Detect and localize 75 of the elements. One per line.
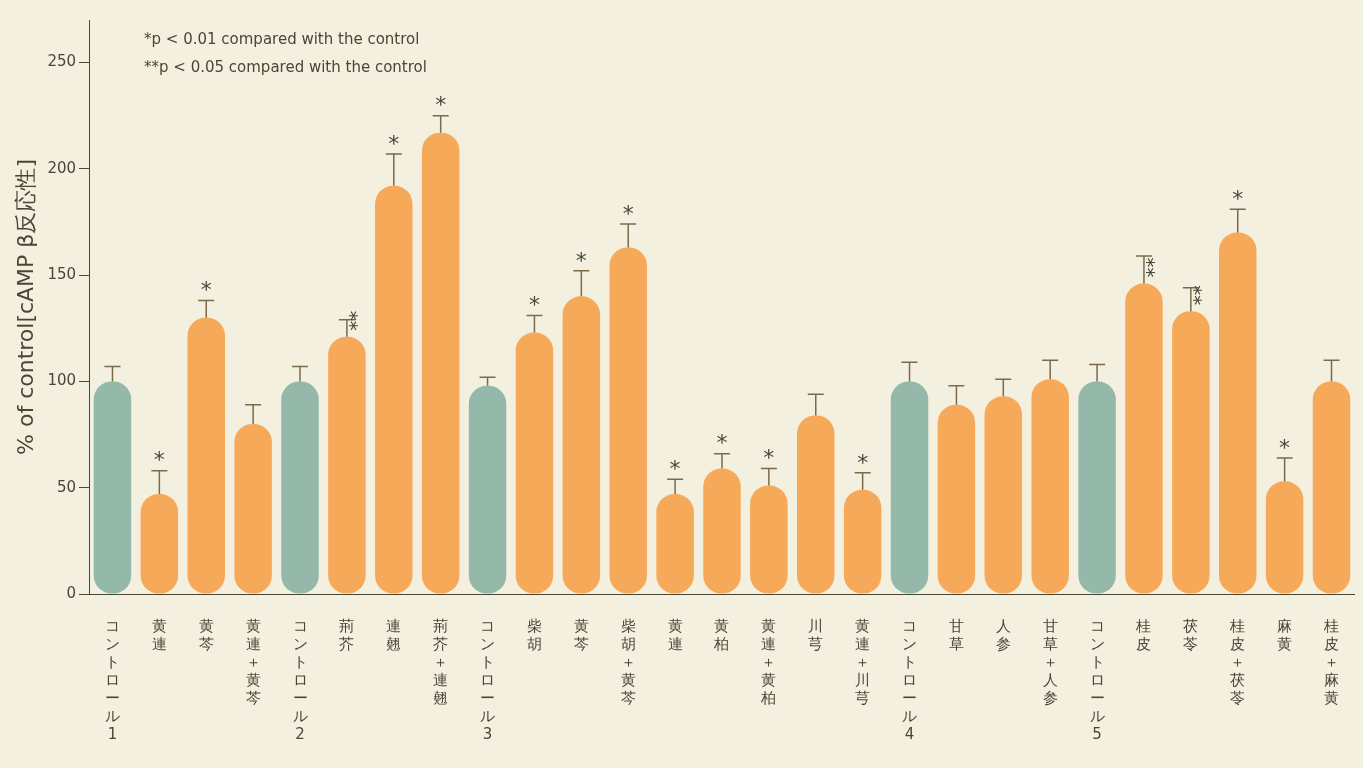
bar	[515, 332, 554, 594]
x-tick-label: 黄連＋黄芩	[245, 616, 261, 707]
x-tick-label: 荊芥	[339, 616, 355, 653]
x-tick-label: 黄連＋黄柏	[760, 616, 777, 707]
bar	[1125, 283, 1163, 594]
data-label: **	[344, 310, 369, 331]
y-tick-label: 100	[47, 371, 77, 390]
x-tick-label: コントロール4	[902, 616, 918, 743]
bar	[1172, 311, 1210, 594]
x-tick-label: コントロール3	[480, 616, 496, 743]
bar	[468, 385, 507, 594]
data-label: *	[716, 430, 728, 456]
data-label: *	[200, 277, 212, 303]
x-tick-label: 甘草	[948, 616, 964, 653]
x-tick-label: 麻黄	[1277, 616, 1293, 653]
data-label: *	[388, 130, 400, 156]
bar	[234, 423, 272, 594]
bar	[375, 185, 413, 594]
bar	[797, 415, 835, 594]
data-label: *	[1279, 434, 1291, 460]
bar	[1218, 232, 1257, 594]
x-tick-label: 黄芩	[573, 616, 589, 653]
data-label: *	[153, 447, 165, 473]
bar	[562, 296, 601, 594]
bar	[93, 381, 132, 594]
y-tick-label: 150	[47, 265, 77, 283]
data-label: *	[575, 247, 587, 273]
bar	[187, 317, 225, 594]
x-tick-label: 柴胡＋黄芩	[620, 616, 636, 707]
x-tick-label: 川芎	[808, 616, 824, 653]
data-label: *	[1232, 185, 1244, 211]
bar	[1031, 379, 1069, 594]
data-label: *	[435, 92, 447, 118]
y-tick-label: 250	[47, 52, 77, 71]
data-label: **	[1188, 285, 1213, 306]
x-tick-label: 柴胡	[526, 616, 542, 653]
bar	[609, 247, 647, 594]
x-tick-label: 人参	[995, 616, 1011, 653]
bar	[421, 132, 460, 594]
y-tick-label: 0	[66, 583, 77, 602]
bar	[1312, 381, 1351, 594]
x-tick-label: 桂皮＋茯苓	[1229, 616, 1246, 707]
x-tick-label: 黄連	[151, 616, 167, 653]
x-tick-label: コントロール2	[292, 616, 308, 743]
bar	[328, 336, 366, 594]
data-label: *	[763, 445, 775, 471]
bar	[984, 396, 1023, 594]
data-label: *	[669, 455, 681, 481]
bar	[281, 381, 319, 594]
x-tick-label: 茯苓	[1183, 616, 1199, 653]
data-label: *	[857, 449, 869, 475]
data-label: **	[1141, 257, 1166, 278]
x-tick-label: 桂皮＋麻黄	[1323, 616, 1339, 707]
data-label: *	[528, 292, 540, 318]
y-axis-title: % of control[cAMP β反応性]	[12, 159, 38, 455]
bar	[703, 468, 741, 594]
x-tick-label: 黄柏	[713, 616, 730, 653]
x-tick-label: 黄芩	[198, 616, 214, 653]
annotation: *p < 0.01 compared with the control	[144, 29, 420, 48]
bar	[937, 404, 976, 594]
x-tick-label: 甘草＋人参	[1042, 616, 1058, 707]
y-tick-label: 50	[56, 477, 77, 496]
x-tick-label: 桂皮	[1135, 616, 1152, 653]
bar	[1078, 381, 1116, 594]
bar	[890, 381, 929, 594]
data-label: *	[622, 200, 634, 226]
bar	[1265, 481, 1304, 594]
annotation: **p < 0.05 compared with the control	[144, 57, 427, 76]
x-tick-label: 黄連	[667, 616, 683, 653]
x-tick-label: 荊芥＋連翹	[433, 616, 449, 707]
x-tick-label: 黄連＋川芎	[855, 616, 871, 707]
x-tick-label: 連翹	[386, 616, 402, 653]
y-tick-label: 200	[47, 158, 77, 177]
x-tick-label: コントロール5	[1089, 616, 1105, 743]
x-tick-label: コントロール1	[104, 616, 120, 743]
